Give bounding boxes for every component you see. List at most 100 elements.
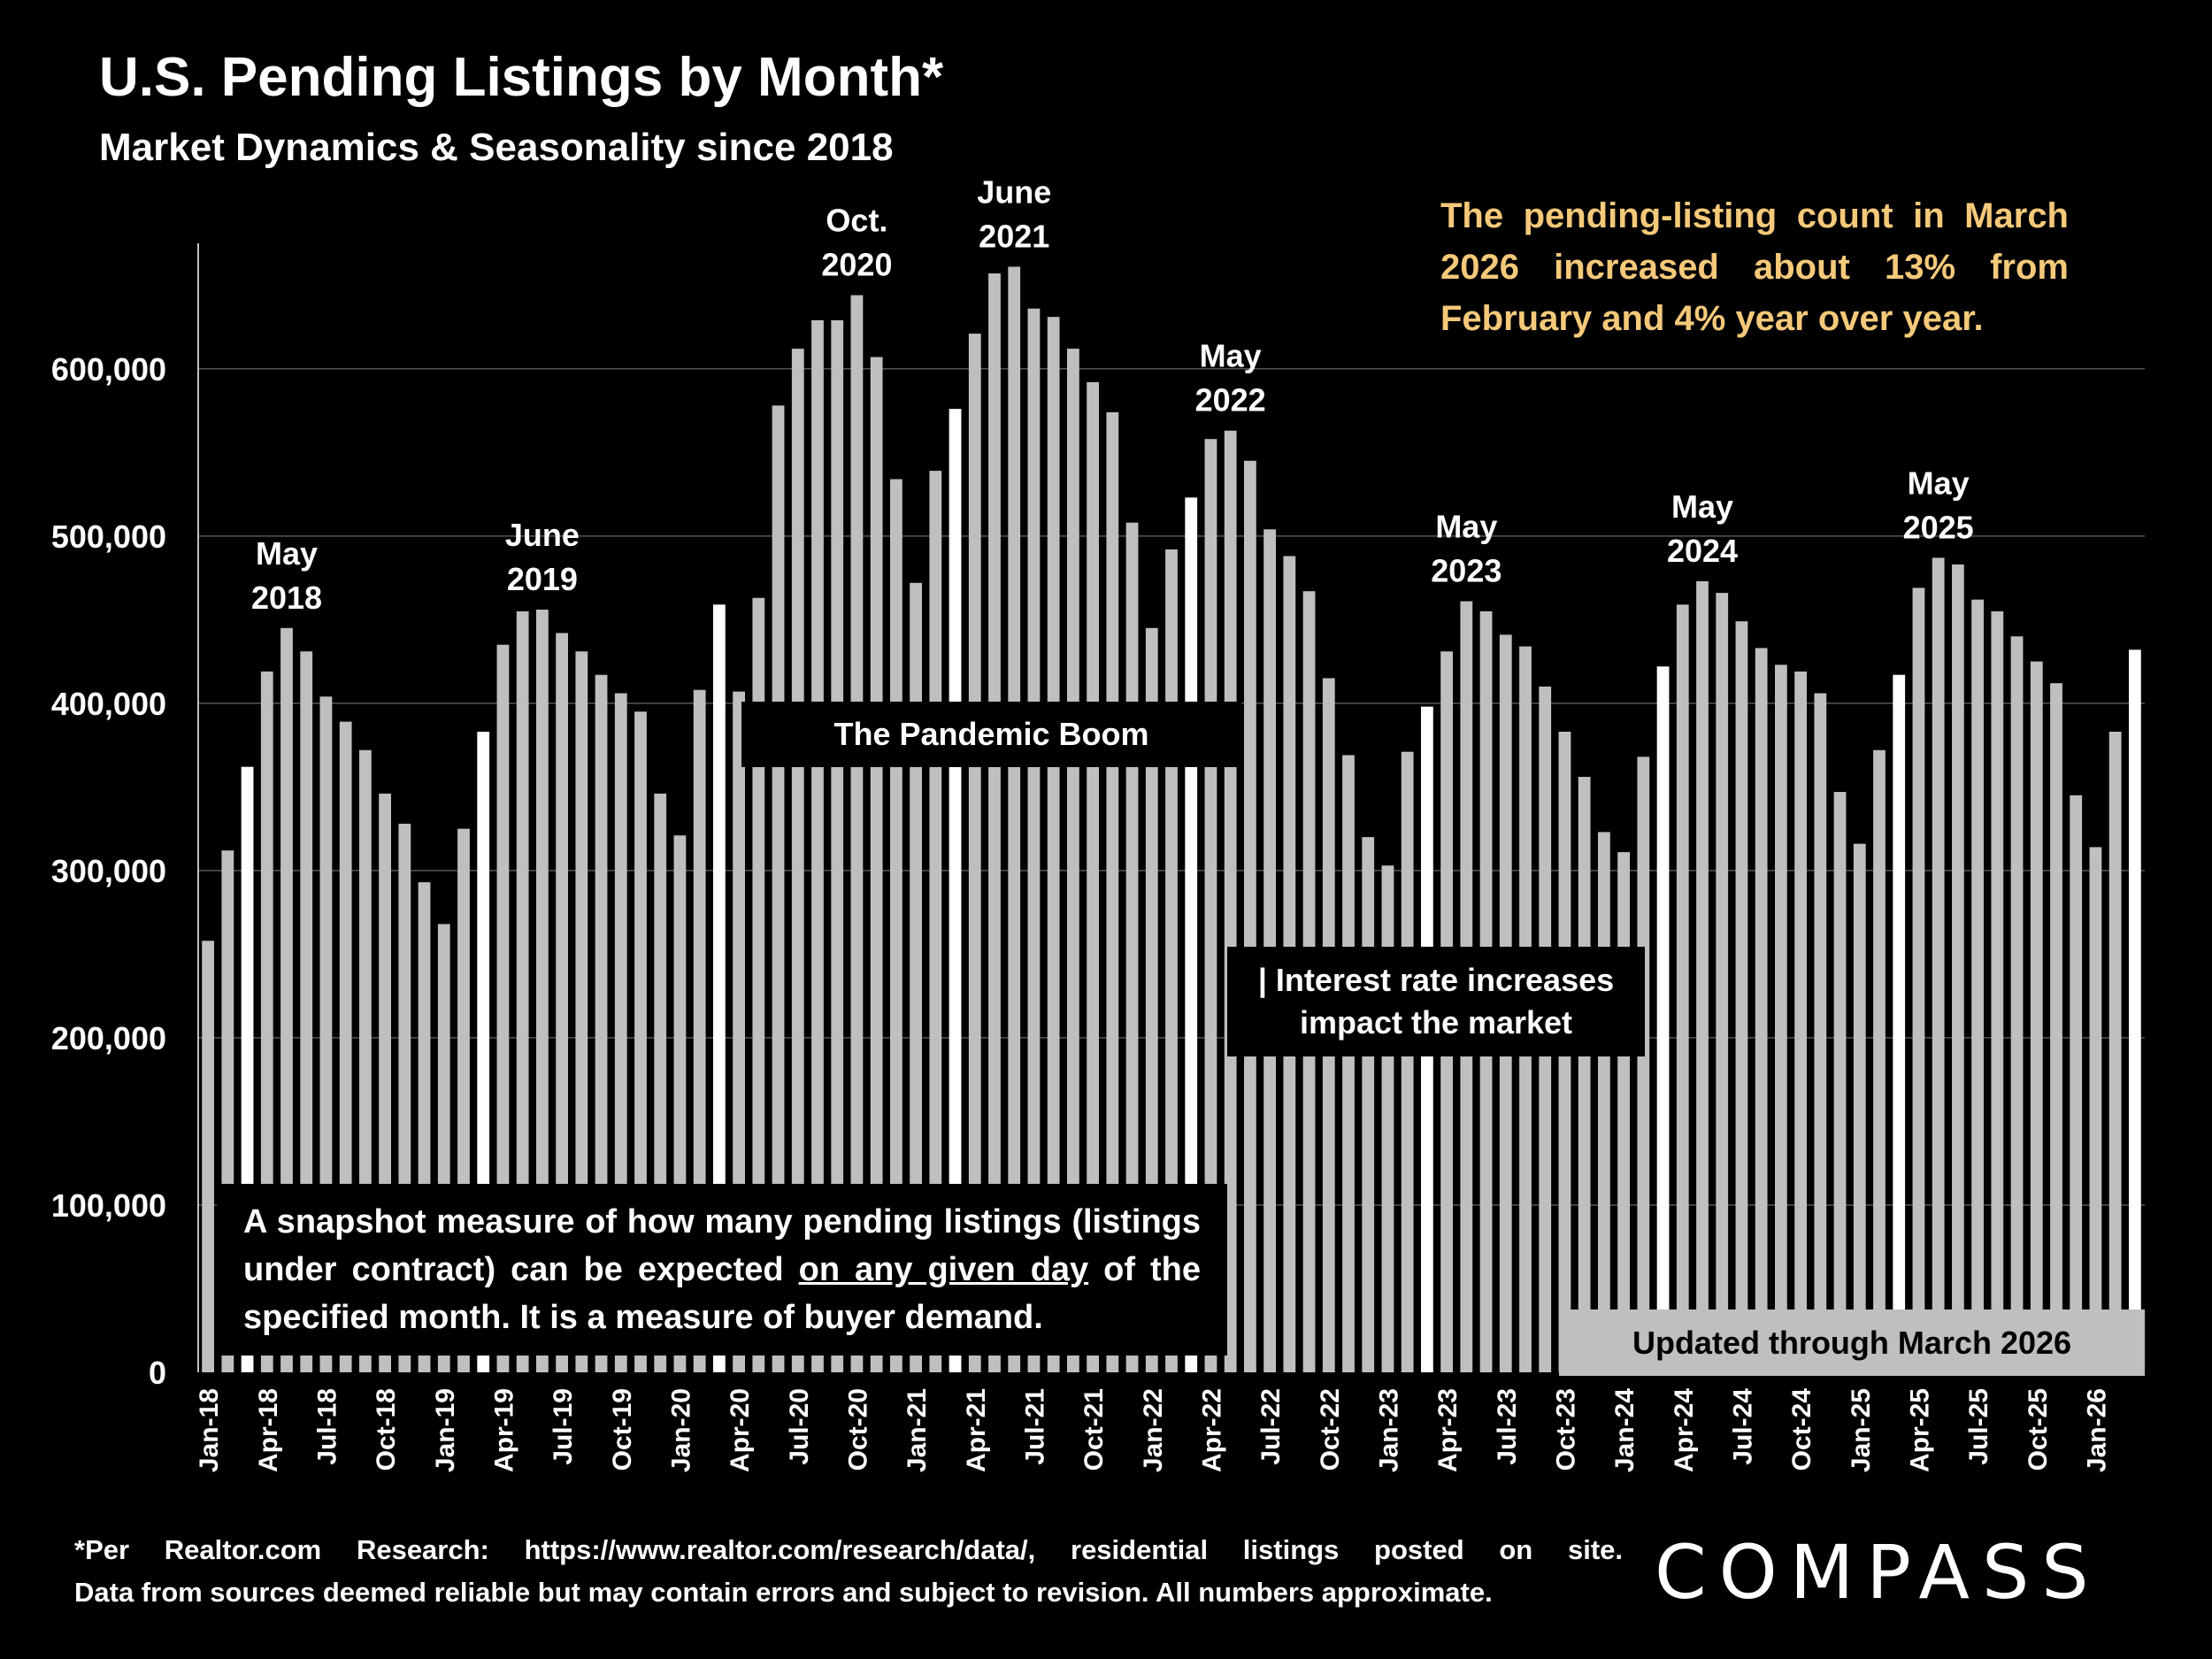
snapshot-text-1: A snapshot measure of how many pending l…	[243, 1203, 1201, 1288]
footnote-line1: *Per Realtor.com Research: https://www.r…	[74, 1534, 1623, 1565]
bar	[1598, 832, 1610, 1372]
bar	[1912, 588, 1925, 1372]
bar	[968, 334, 981, 1373]
x-tick-label: Apr-25	[1905, 1388, 1934, 1472]
peak-annotation-year: 2022	[1195, 382, 1266, 419]
updated-through-label: Updated through March 2026	[1559, 1310, 2145, 1376]
bar	[1342, 755, 1355, 1372]
bar	[713, 604, 726, 1372]
peak-annotation-year: 2019	[507, 561, 578, 597]
bar	[2129, 649, 2141, 1372]
x-tick-label: Oct-21	[1079, 1388, 1109, 1471]
y-tick-label: 200,000	[51, 1020, 166, 1056]
bar	[1952, 564, 1964, 1372]
peak-annotation-month: Oct.	[826, 203, 887, 239]
bar	[1087, 381, 1099, 1372]
x-tick-label: Apr-22	[1197, 1388, 1226, 1472]
peak-annotation-month: June	[977, 173, 1051, 210]
peak-annotation-month: May	[1671, 488, 1733, 525]
bar	[1224, 430, 1237, 1373]
x-tick-label: Jul-21	[1020, 1388, 1049, 1465]
x-tick-label: Oct-19	[608, 1388, 637, 1471]
y-tick-label: 500,000	[51, 518, 166, 555]
bar	[2030, 661, 2043, 1372]
bar	[929, 471, 942, 1372]
bar	[1676, 604, 1689, 1372]
x-tick-label: Apr-20	[726, 1388, 755, 1472]
bar	[2010, 636, 2024, 1372]
x-tick-label: Oct-22	[1316, 1388, 1345, 1471]
x-tick-label: Apr-23	[1433, 1388, 1463, 1472]
x-tick-label: Jul-19	[549, 1388, 578, 1465]
x-tick-label: Oct-23	[1551, 1388, 1580, 1471]
bar	[1401, 751, 1414, 1372]
callout-text: The pending-listing count in March 2026 …	[1440, 196, 2069, 338]
bar	[850, 295, 864, 1373]
interest-rate-note: | Interest rate increases impact the mar…	[1227, 947, 1645, 1056]
x-tick-label: Apr-24	[1670, 1388, 1699, 1472]
interest-rate-line2: impact the market	[1299, 1004, 1573, 1041]
x-tick-label: Jul-22	[1256, 1388, 1286, 1465]
x-tick-label: Jan-25	[1847, 1388, 1876, 1472]
bar	[1755, 648, 1768, 1372]
bar	[949, 409, 962, 1372]
compass-logo: COMPASS	[1655, 1529, 2101, 1616]
peak-annotation-year: 2020	[821, 247, 892, 283]
bar	[870, 357, 883, 1373]
bar	[2108, 731, 2122, 1372]
bar	[772, 405, 785, 1372]
bar	[988, 273, 1001, 1373]
x-tick-label: Jan-22	[1139, 1388, 1168, 1472]
x-tick-label: Jul-23	[1493, 1388, 1522, 1465]
bar	[1814, 693, 1827, 1372]
bar	[1696, 580, 1709, 1372]
x-tick-label: Jan-18	[195, 1388, 224, 1472]
bar	[831, 319, 844, 1372]
x-tick-label: Oct-18	[372, 1388, 401, 1471]
bar	[2070, 795, 2083, 1372]
bar	[1578, 777, 1591, 1372]
x-tick-label: Jul-18	[312, 1388, 342, 1465]
bar	[1853, 843, 1866, 1372]
footnote: *Per Realtor.com Research: https://www.r…	[74, 1529, 1623, 1614]
y-tick-label: 400,000	[51, 686, 166, 722]
x-tick-label: Apr-18	[254, 1388, 283, 1472]
y-tick-label: 100,000	[51, 1187, 166, 1224]
bar	[516, 611, 529, 1372]
bar	[910, 582, 922, 1372]
bar	[1617, 852, 1630, 1372]
x-tick-label: Jan-23	[1374, 1388, 1403, 1472]
bar	[2089, 847, 2102, 1372]
bar	[1873, 749, 1886, 1372]
bar	[1106, 411, 1119, 1373]
peak-annotation-year: 2021	[979, 218, 1049, 254]
x-tick-label: Jan-19	[431, 1388, 460, 1472]
bar	[1833, 792, 1847, 1372]
pandemic-boom-label: The Pandemic Boom	[741, 702, 1241, 767]
bar	[1381, 865, 1394, 1372]
peak-annotation-year: 2024	[1667, 533, 1738, 569]
bar	[1991, 611, 2004, 1372]
x-tick-label: Apr-19	[489, 1388, 518, 1472]
x-tick-label: Oct-24	[1787, 1388, 1816, 1471]
bar	[2050, 683, 2062, 1372]
bar	[1047, 317, 1060, 1373]
peak-annotation-year: 2025	[1903, 509, 1974, 545]
bar	[1656, 666, 1670, 1372]
bar	[1735, 621, 1748, 1372]
bar	[1794, 671, 1807, 1372]
bar	[1027, 308, 1041, 1372]
x-tick-label: Jan-20	[666, 1388, 695, 1472]
interest-rate-line1: | Interest rate increases	[1257, 962, 1615, 998]
bar	[1008, 266, 1021, 1372]
x-tick-label: Jan-24	[1610, 1388, 1640, 1472]
y-tick-label: 300,000	[51, 853, 166, 889]
chart-title: U.S. Pending Listings by Month*	[99, 47, 944, 108]
bar	[536, 609, 549, 1372]
bar	[1244, 460, 1256, 1372]
bar	[1932, 557, 1945, 1372]
snapshot-note: A snapshot measure of how many pending l…	[217, 1184, 1227, 1356]
peak-annotation-year: 2018	[251, 580, 322, 616]
bar	[1637, 757, 1650, 1372]
x-tick-label: Oct-25	[2024, 1388, 2053, 1471]
